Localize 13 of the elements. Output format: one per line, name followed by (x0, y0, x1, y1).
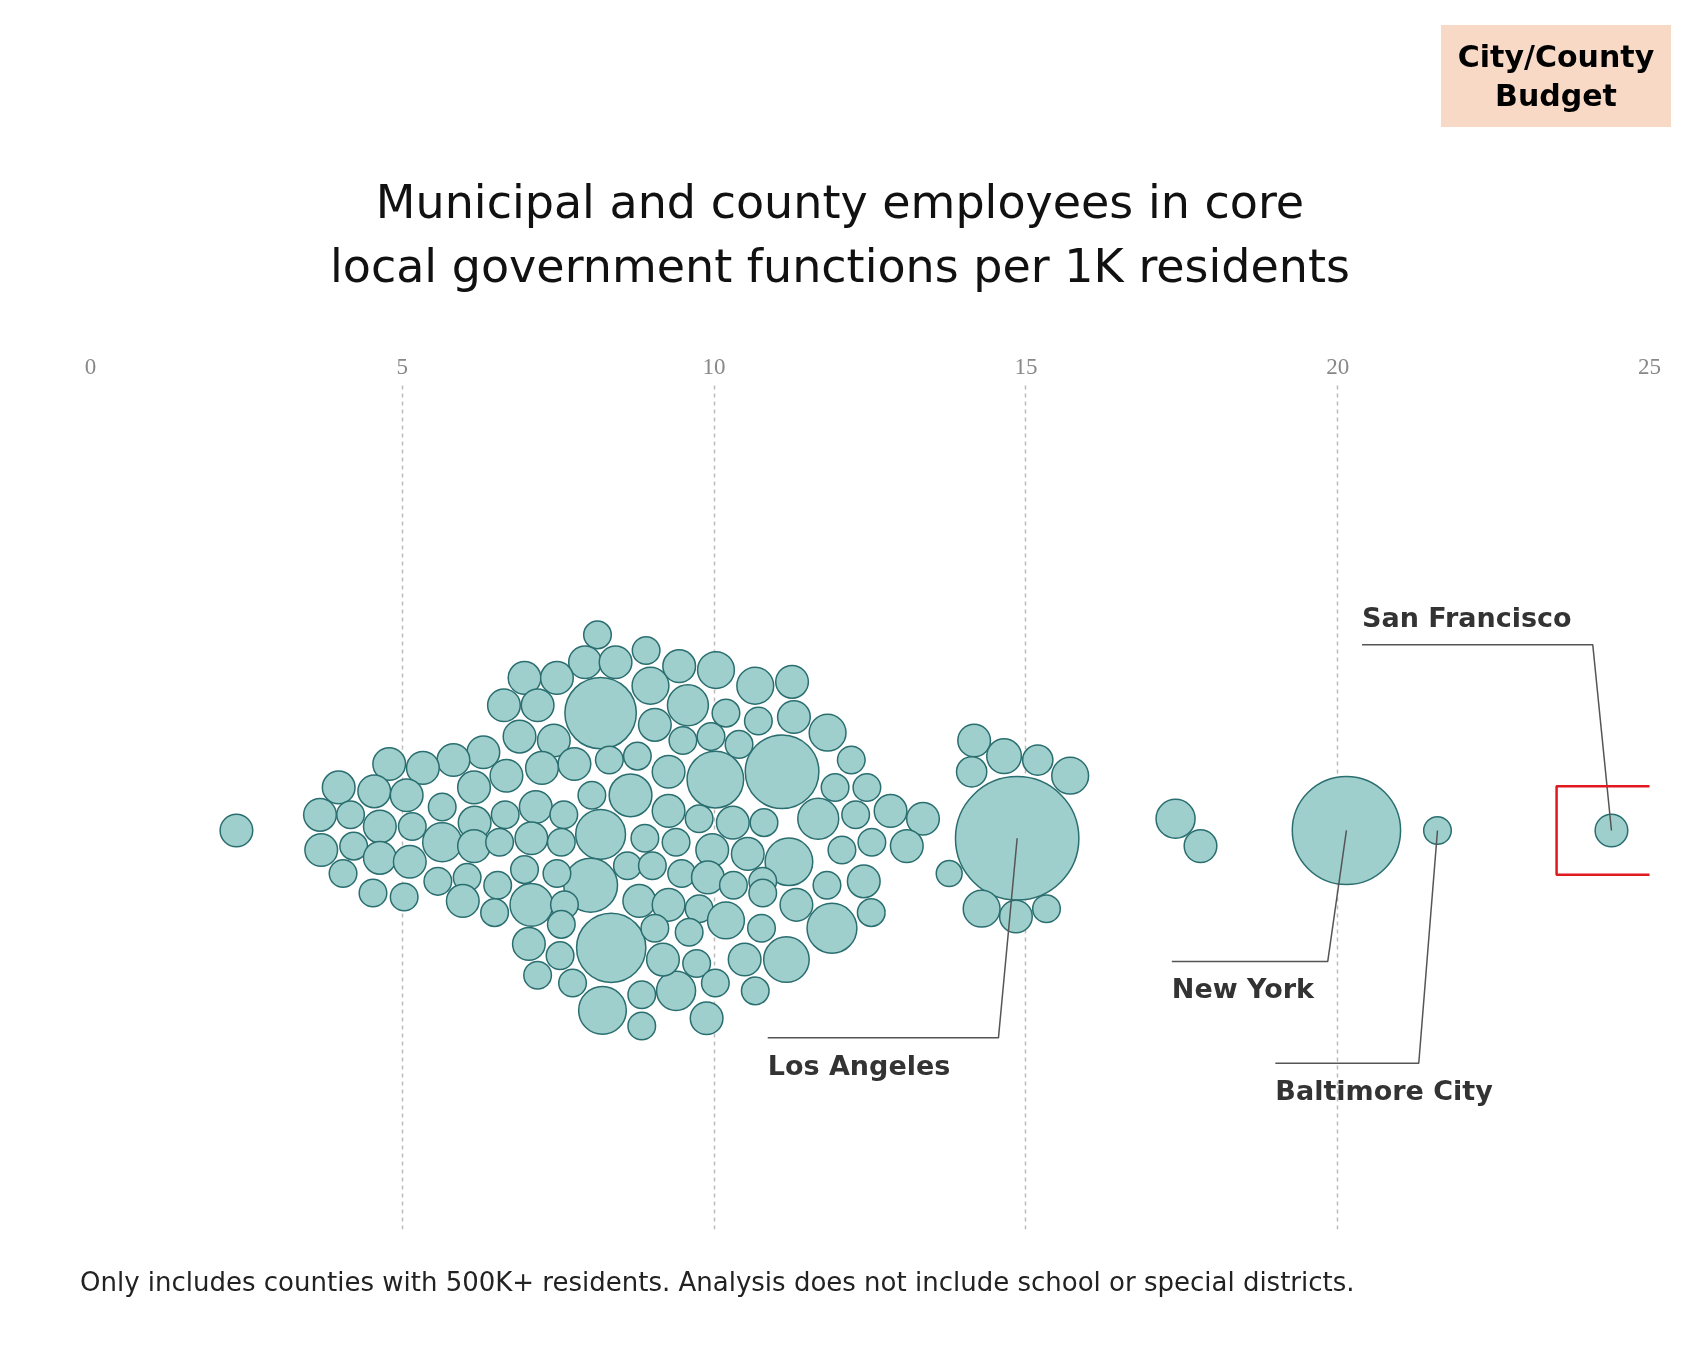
annotation: New York (1171, 973, 1316, 1005)
x-tick-label: 20 (1326, 353, 1350, 379)
text: City/County Budget (1441, 25, 1671, 127)
annotation: San Francisco (1362, 601, 1572, 633)
x-tick-label: 0 (84, 353, 97, 379)
chart-title: Municipal and county employees in core local government functions per 1K residents (328, 174, 1351, 296)
x-tick-label: 5 (396, 353, 409, 379)
text: Only includes counties with 500K+ residents. Analysis does not include school or special districts. (79, 1266, 1355, 1299)
x-tick-label: 10 (702, 353, 726, 379)
annotation: Baltimore City (1275, 1074, 1494, 1106)
annotation: Los Angeles (767, 1049, 951, 1081)
x-tick-label: 25 (1638, 353, 1661, 379)
x-tick-label: 15 (1014, 353, 1038, 379)
